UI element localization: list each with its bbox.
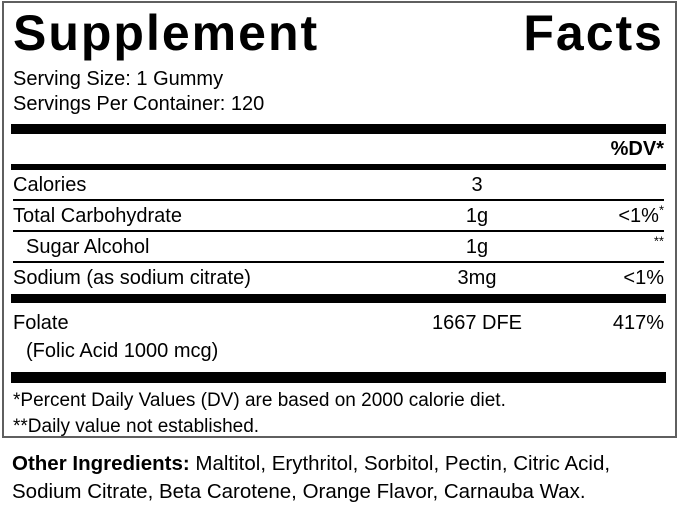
separator-bar-thick-bottom bbox=[11, 372, 666, 383]
separator-bar-thick-top bbox=[11, 124, 666, 134]
footnote-not-established: **Daily value not established. bbox=[13, 416, 260, 437]
nutrient-row-sodium: Sodium (as sodium citrate) 3mg <1% bbox=[13, 263, 664, 292]
nutrient-amount: 1667 DFE bbox=[431, 312, 523, 334]
nutrient-amount: 3mg bbox=[457, 267, 497, 289]
dv-column-header: %DV* bbox=[610, 138, 664, 160]
other-ingredients-label: Other Ingredients: bbox=[12, 452, 190, 475]
footnotes: *Percent Daily Values (DV) are based on … bbox=[13, 388, 664, 440]
servings-per-container-line: Servings Per Container: 120 bbox=[13, 93, 265, 115]
nutrient-dv: <1%* bbox=[552, 202, 664, 228]
dv-value: <1% bbox=[618, 205, 659, 227]
nutrient-amount: 3 bbox=[471, 174, 483, 196]
nutrient-name: Sodium (as sodium citrate) bbox=[13, 267, 251, 289]
nutrient-row-calories: Calories 3 bbox=[13, 170, 664, 201]
other-ingredients-text: Maltitol, Erythritol, Sorbitol, Pectin, … bbox=[12, 452, 611, 503]
footnote-daily-values: *Percent Daily Values (DV) are based on … bbox=[13, 390, 506, 411]
serving-info: Serving Size: 1 Gummy Servings Per Conta… bbox=[13, 67, 664, 117]
nutrient-amount: 1g bbox=[465, 205, 489, 227]
title-word-supplement: Supplement bbox=[13, 5, 320, 61]
nutrient-dv: <1% bbox=[552, 266, 664, 290]
supplement-facts-title: Supplement Facts bbox=[13, 6, 664, 60]
nutrient-name: Sugar Alcohol bbox=[26, 236, 150, 258]
folate-detail: (Folic Acid 1000 mcg) bbox=[26, 340, 219, 362]
separator-bar-header bbox=[11, 164, 666, 170]
nutrient-amount: 1g bbox=[465, 236, 489, 258]
nutrient-row-folate: Folate 1667 DFE 417% bbox=[13, 303, 664, 337]
nutrient-name: Total Carbohydrate bbox=[13, 205, 182, 227]
separator-bar-middle bbox=[11, 294, 666, 303]
dv-asterisk: * bbox=[658, 202, 664, 218]
supplement-facts-panel: Supplement Facts Serving Size: 1 Gummy S… bbox=[2, 1, 677, 438]
nutrient-name: Folate bbox=[13, 312, 69, 334]
dv-asterisk: ** bbox=[653, 233, 664, 249]
nutrient-name: Calories bbox=[13, 174, 87, 196]
nutrient-dv: ** bbox=[552, 233, 664, 259]
nutrient-row-sugar-alcohol: Sugar Alcohol 1g ** bbox=[13, 232, 664, 263]
other-ingredients-paragraph: Other Ingredients: Maltitol, Erythritol,… bbox=[12, 450, 667, 506]
title-word-facts: Facts bbox=[523, 5, 664, 61]
nutrient-row-total-carbohydrate: Total Carbohydrate 1g <1%* bbox=[13, 201, 664, 232]
nutrient-dv: 417% bbox=[612, 312, 664, 334]
dv-value: <1% bbox=[623, 267, 664, 289]
serving-size-line: Serving Size: 1 Gummy bbox=[13, 68, 224, 90]
